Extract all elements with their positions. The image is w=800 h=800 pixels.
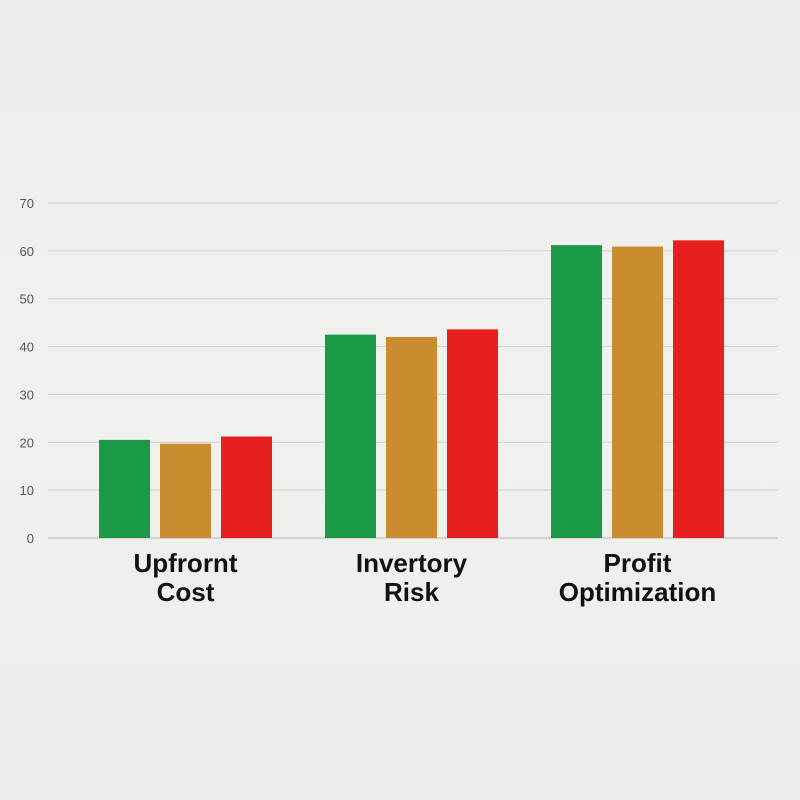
y-tick-label: 0 — [27, 531, 34, 546]
y-tick-label: 40 — [20, 340, 34, 355]
bars — [99, 240, 724, 539]
y-axis-ticks: 0 10 20 30 40 50 60 70 — [20, 196, 34, 546]
bar — [551, 245, 602, 538]
bar — [673, 240, 724, 539]
category-label: Profit — [604, 548, 672, 578]
bar — [99, 439, 150, 538]
category-label: Optimization — [559, 577, 716, 607]
y-tick-label: 10 — [20, 483, 34, 498]
y-tick-label: 20 — [20, 435, 34, 450]
y-tick-label: 50 — [20, 292, 34, 307]
category-label: Cost — [157, 577, 215, 607]
category-label: Risk — [384, 577, 439, 607]
y-tick-label: 70 — [20, 196, 34, 211]
bar — [447, 329, 498, 538]
category-label: Upfrornt — [134, 548, 238, 578]
y-tick-label: 60 — [20, 244, 34, 259]
bar — [325, 334, 376, 538]
bar — [221, 436, 272, 538]
category-label: Invertory — [356, 548, 468, 578]
bar — [612, 246, 663, 539]
bar — [386, 337, 437, 538]
bar — [160, 443, 211, 538]
y-tick-label: 30 — [20, 387, 34, 402]
